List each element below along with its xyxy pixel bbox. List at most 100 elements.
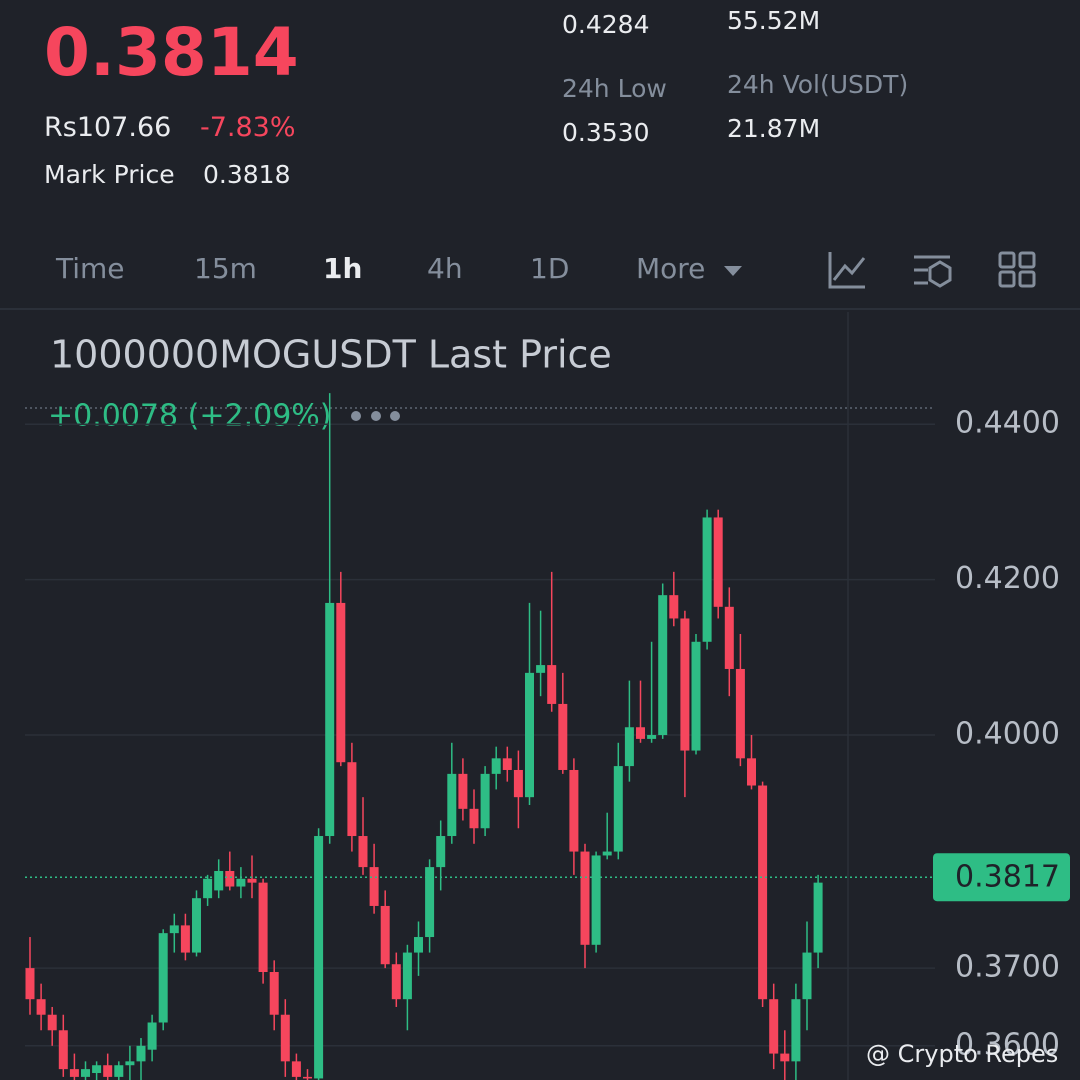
candle-body xyxy=(613,766,623,852)
tab[interactable]: Time xyxy=(56,252,125,285)
candle-body xyxy=(269,971,279,1015)
candle-body xyxy=(647,735,657,739)
stat-label: 24h Vol(USDT) xyxy=(727,70,909,99)
candle-body xyxy=(169,925,179,934)
candle-body xyxy=(336,602,346,763)
candle-body xyxy=(258,882,268,972)
candle-body xyxy=(491,758,501,774)
candle-body xyxy=(758,785,768,1000)
candle-body xyxy=(536,665,546,673)
candle-body xyxy=(36,999,46,1015)
candle-body xyxy=(358,836,368,868)
candle-body xyxy=(81,1069,90,1077)
tab[interactable]: 15m xyxy=(194,252,257,285)
candle-body xyxy=(680,618,690,751)
mark-price-value: 0.3818 xyxy=(203,160,291,189)
y-tick-label: 0.4000 xyxy=(955,717,1060,752)
watermark: @ Crypto Repes xyxy=(866,1040,1058,1068)
candle-body xyxy=(791,999,801,1062)
stat-label: 24h Low xyxy=(562,74,667,103)
candle-body xyxy=(624,727,634,767)
stat-value: 0.4284 xyxy=(562,10,650,39)
candle-body xyxy=(658,595,668,736)
mark-price-label: Mark Price xyxy=(44,160,175,189)
candle-body xyxy=(802,952,812,1000)
candle-body xyxy=(402,952,412,1000)
candle-body xyxy=(425,867,435,938)
candle-body xyxy=(691,641,701,751)
candle-body xyxy=(702,517,712,642)
stat-value: 21.87M xyxy=(727,114,821,143)
y-tick-label: 0.4200 xyxy=(955,561,1060,596)
tab[interactable]: 4h xyxy=(427,252,463,285)
candle-body xyxy=(458,773,468,809)
candle-body xyxy=(347,762,357,837)
candle-body xyxy=(558,703,568,770)
candle-body xyxy=(713,517,723,607)
candle-body xyxy=(92,1065,102,1074)
candle-body xyxy=(247,878,257,883)
local-price: Rs107.66 xyxy=(44,112,172,143)
candle-body xyxy=(769,999,779,1054)
toolbar-icons xyxy=(0,251,1080,310)
price-change: -7.83% xyxy=(200,112,296,143)
candle-body xyxy=(291,1061,301,1077)
candle-body xyxy=(724,606,734,669)
candle-body xyxy=(525,672,534,798)
candle-body xyxy=(569,769,579,852)
candle-body xyxy=(47,1014,57,1031)
candle-body xyxy=(180,925,190,953)
candle-body xyxy=(280,1014,290,1062)
candle-body xyxy=(447,773,457,837)
tab-more[interactable]: More xyxy=(636,252,706,285)
candle-body xyxy=(325,602,335,837)
tab[interactable]: 1D xyxy=(530,252,570,285)
candle-body xyxy=(391,964,401,1000)
candle-body xyxy=(114,1065,124,1077)
dropdown-arrow[interactable] xyxy=(724,266,742,276)
candle-body xyxy=(502,758,512,770)
candle-body xyxy=(414,937,423,953)
candle-body xyxy=(669,595,679,619)
chart-title: 1000000MOGUSDT Last Price xyxy=(50,333,612,377)
candle-body xyxy=(136,1045,146,1062)
settings-icon[interactable] xyxy=(914,255,952,288)
candle-body xyxy=(58,1030,68,1070)
tab-active[interactable]: 1h xyxy=(323,252,363,285)
candle-body xyxy=(602,851,612,856)
chart-subtitle: +0.0078 (+2.09%) xyxy=(48,399,332,434)
candle-body xyxy=(735,668,745,759)
y-tick-label: 0.4400 xyxy=(955,406,1060,441)
candle-body xyxy=(813,882,823,953)
candle-body xyxy=(236,878,246,887)
candle-body xyxy=(636,727,645,739)
y-tick-label: 0.3600 xyxy=(955,1027,1060,1062)
stat-value: 0.3530 xyxy=(562,118,650,147)
last-price-tag xyxy=(933,853,1070,902)
candle-body xyxy=(380,905,390,965)
y-tick-label: 0.3700 xyxy=(955,950,1060,985)
candle-body xyxy=(480,773,490,829)
stat-value: 55.52M xyxy=(727,6,821,35)
layout-icon[interactable] xyxy=(998,251,1036,288)
indicator-icon[interactable] xyxy=(828,252,866,289)
last-price-label: 0.3817 xyxy=(955,860,1060,895)
candle-body xyxy=(25,968,35,1000)
candle-body xyxy=(225,870,235,887)
candle-body xyxy=(147,1022,157,1050)
candle-body xyxy=(303,1076,312,1079)
last-price: 0.3814 xyxy=(44,14,299,91)
candle-body xyxy=(125,1061,135,1066)
candle-body xyxy=(158,933,168,1023)
candle-body xyxy=(192,898,201,953)
candle-body xyxy=(580,851,590,945)
candle-body xyxy=(314,836,324,1079)
candle-body xyxy=(747,758,756,786)
candle-body xyxy=(369,867,379,906)
candle-body xyxy=(513,769,523,798)
candle-body xyxy=(203,878,213,899)
candle-body xyxy=(547,665,557,704)
candle-body xyxy=(214,870,224,891)
